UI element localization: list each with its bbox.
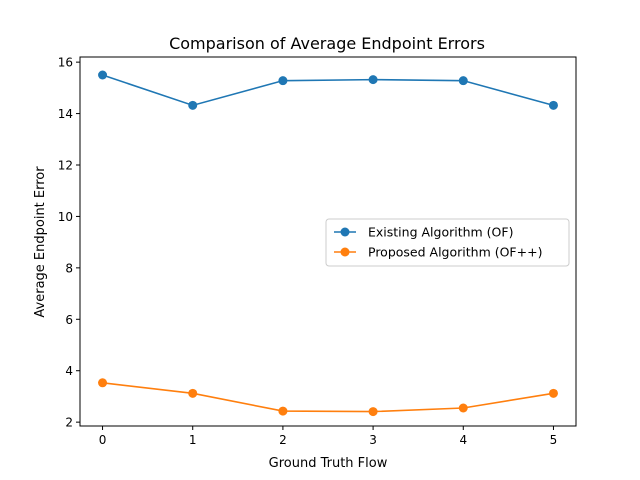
data-point xyxy=(548,388,558,398)
x-tick-label: 3 xyxy=(369,433,377,447)
y-tick-label: 6 xyxy=(65,313,73,327)
y-tick-label: 4 xyxy=(65,364,73,378)
x-tick-label: 1 xyxy=(189,433,197,447)
data-point xyxy=(458,403,468,413)
legend: Existing Algorithm (OF) Proposed Algorith… xyxy=(325,218,570,267)
series-1 xyxy=(98,70,558,110)
data-point xyxy=(188,388,198,398)
data-point xyxy=(368,407,378,417)
chart-title: Comparison of Average Endpoint Errors xyxy=(169,34,485,53)
series-line xyxy=(102,382,554,413)
y-tick-label: 8 xyxy=(65,261,73,275)
legend-marker xyxy=(340,227,350,237)
y-tick-label: 14 xyxy=(58,107,73,121)
data-point xyxy=(188,100,198,110)
y-tick-label: 10 xyxy=(58,210,73,224)
data-point xyxy=(278,76,288,86)
axes-frame xyxy=(79,56,577,427)
y-axis-label: Average Endpoint Error xyxy=(33,166,48,318)
data-point xyxy=(98,378,108,388)
y-tick-label: 2 xyxy=(65,416,73,430)
series-2 xyxy=(98,378,558,417)
data-point xyxy=(458,76,468,86)
x-tick-label: 0 xyxy=(99,433,107,447)
legend-marker xyxy=(340,247,350,257)
x-tick-label: 4 xyxy=(459,433,467,447)
x-tick-label: 2 xyxy=(279,433,287,447)
legend-box xyxy=(325,218,570,267)
y-tick-label: 12 xyxy=(58,159,73,173)
data-point xyxy=(98,70,108,80)
legend-item-1: Existing Algorithm (OF) xyxy=(334,225,513,240)
data-point xyxy=(548,100,558,110)
x-tick-label: 5 xyxy=(550,433,558,447)
legend-item-2: Proposed Algorithm (OF++) xyxy=(334,245,542,260)
legend-label: Proposed Algorithm (OF++) xyxy=(368,245,542,260)
x-axis-label: Ground Truth Flow xyxy=(269,456,388,471)
y-tick-label: 16 xyxy=(58,56,73,70)
data-point xyxy=(278,406,288,416)
series-line xyxy=(102,74,554,107)
data-point xyxy=(368,75,378,85)
legend-label: Existing Algorithm (OF) xyxy=(368,225,513,240)
